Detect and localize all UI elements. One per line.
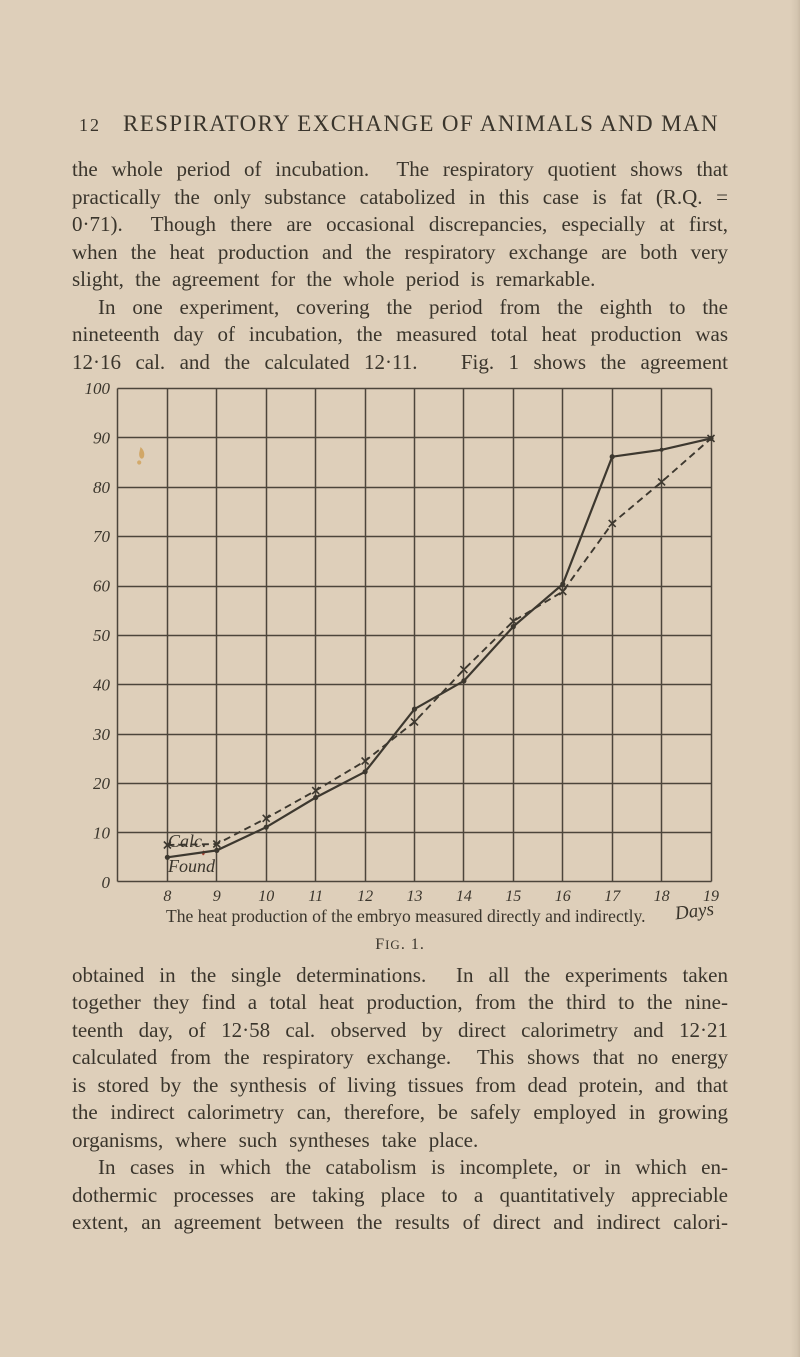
- svg-text:50: 50: [93, 626, 111, 645]
- svg-text:40: 40: [93, 675, 111, 694]
- svg-text:Found: Found: [167, 856, 216, 876]
- svg-text:0: 0: [102, 873, 111, 892]
- svg-text:90: 90: [93, 428, 111, 447]
- svg-text:17: 17: [604, 888, 621, 905]
- svg-text:11: 11: [308, 888, 323, 905]
- svg-text:80: 80: [93, 478, 111, 497]
- svg-text:10: 10: [93, 824, 111, 843]
- svg-text:30: 30: [92, 725, 111, 744]
- svg-text:10: 10: [258, 888, 274, 905]
- svg-text:15: 15: [505, 888, 521, 905]
- svg-text:9: 9: [213, 888, 221, 905]
- svg-text:13: 13: [407, 888, 423, 905]
- svg-text:60: 60: [93, 577, 111, 596]
- svg-text:8: 8: [163, 888, 171, 905]
- svg-text:Calc.: Calc.: [168, 831, 207, 851]
- svg-text:20: 20: [93, 774, 111, 793]
- svg-text:14: 14: [456, 888, 472, 905]
- svg-text:70: 70: [93, 527, 111, 546]
- svg-text:18: 18: [654, 888, 670, 905]
- svg-text:19: 19: [703, 888, 719, 905]
- svg-text:16: 16: [555, 888, 571, 905]
- svg-text:12: 12: [357, 888, 373, 905]
- svg-text:100: 100: [85, 379, 111, 398]
